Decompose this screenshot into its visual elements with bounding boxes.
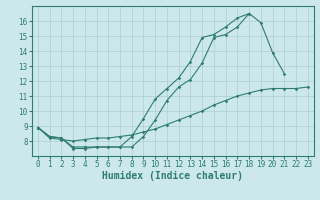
- X-axis label: Humidex (Indice chaleur): Humidex (Indice chaleur): [102, 171, 243, 181]
